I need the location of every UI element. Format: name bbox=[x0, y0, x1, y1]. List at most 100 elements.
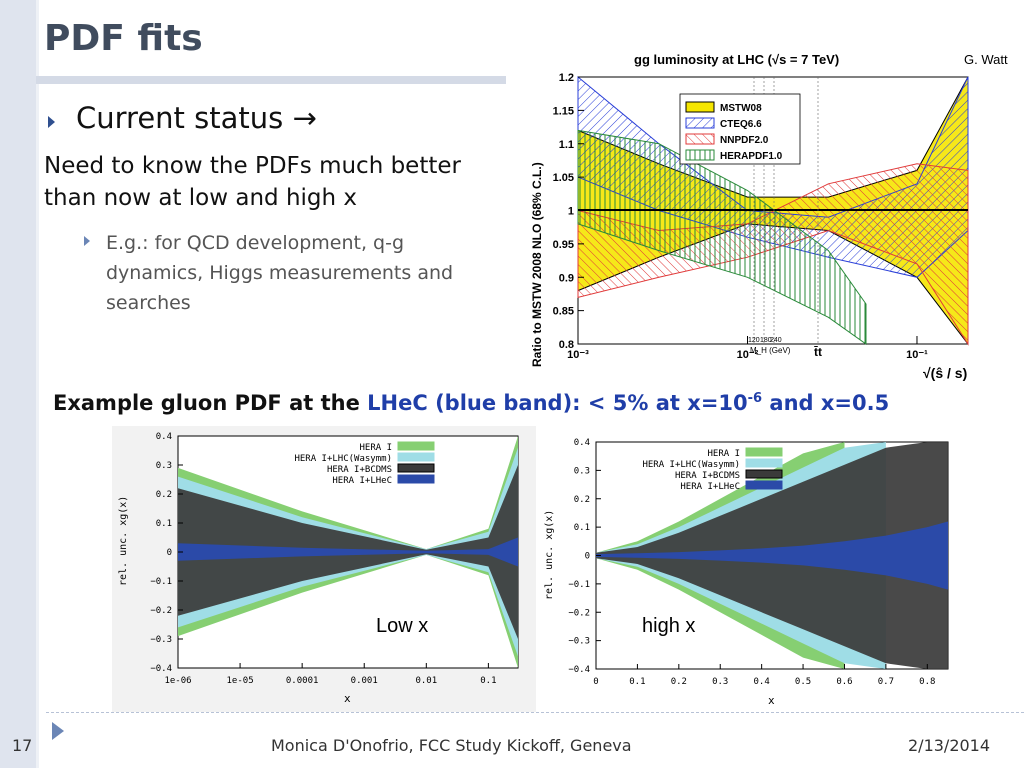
slide-title: PDF fits bbox=[44, 18, 203, 59]
y-tick-label: 1.15 bbox=[553, 105, 574, 117]
x-axis-label: x bbox=[768, 694, 775, 707]
legend-swatch-hera-i-lhec bbox=[397, 474, 435, 484]
legend-label-mstw08: MSTW08 bbox=[720, 103, 762, 114]
chart-title: gg luminosity at LHC (√s = 7 TeV) bbox=[634, 52, 839, 67]
band-herapdf1-0 bbox=[577, 129, 867, 345]
legend-label-hera-i-lhec: HERA I+LHeC bbox=[680, 482, 740, 492]
legend-label-herapdf1-0: HERAPDF1.0 bbox=[720, 151, 783, 162]
chart-author: G. Watt bbox=[964, 52, 1008, 67]
legend-label-nnpdf2-0: NNPDF2.0 bbox=[720, 135, 769, 146]
band-group bbox=[178, 436, 518, 668]
legend-swatch-nnpdf2-0 bbox=[685, 133, 715, 145]
band-group bbox=[596, 442, 948, 669]
y-tick-label: 1.2 bbox=[559, 72, 574, 84]
footer-triangle-icon bbox=[52, 722, 64, 740]
high-x-chart: 0.4 0.3 0.2 0.1 0 −0.1 −0.2 −0.3 −0.4 0 0.1 0.2 0.3… bbox=[544, 438, 949, 707]
y-tick-label: 0.3 bbox=[574, 466, 590, 476]
left-sidebar-edge bbox=[36, 0, 39, 768]
legend-label-hera-i-bcdms: HERA I+BCDMS bbox=[675, 471, 740, 481]
x-tick-label: 0.0001 bbox=[286, 676, 319, 686]
marker-mh: M_H (GeV) bbox=[750, 346, 791, 355]
x-tick-label: 0.1 bbox=[629, 677, 645, 687]
caption-part-2: LHeC (blue band): < 5% at x=10 bbox=[367, 391, 748, 415]
x-axis-label: √(ŝ / s) bbox=[923, 365, 967, 381]
x-tick-label: 0.001 bbox=[351, 676, 378, 686]
bullet-icon bbox=[48, 116, 55, 128]
x-tick-label: 0.3 bbox=[712, 677, 728, 687]
legend-swatch-hera-i-lhc-wasymm bbox=[397, 452, 435, 462]
legend-swatch-hera-i-bcdms bbox=[745, 469, 783, 479]
y-tick-label: −0.4 bbox=[150, 664, 172, 674]
legend-label-hera-i-lhc-wasymm: HERA I+LHC(Wasymm) bbox=[642, 460, 740, 470]
x-tick-label: 0.01 bbox=[415, 676, 437, 686]
x-tick-label: 0.1 bbox=[480, 676, 496, 686]
x-tick-label: 0.2 bbox=[671, 677, 687, 687]
legend-swatch-hera-i-bcdms bbox=[397, 463, 435, 473]
low-x-label: Low x bbox=[376, 615, 429, 637]
y-tick-label: 0.9 bbox=[559, 272, 574, 284]
legend-label-hera-i: HERA I bbox=[707, 449, 740, 459]
legend-swatch-cteq6-6 bbox=[685, 117, 715, 129]
body-paragraph: Need to know the PDFs much better than n… bbox=[44, 153, 461, 211]
legend: MSTW08 CTEQ6.6 NNPDF2.0 HERAPDF1.0 bbox=[679, 93, 801, 165]
x-tick-label: 1e-06 bbox=[164, 676, 191, 686]
marker-120: 120 bbox=[748, 337, 760, 344]
band-hera-i-lhec bbox=[596, 521, 948, 590]
figure-caption: Example gluon PDF at the LHeC (blue band… bbox=[53, 391, 889, 415]
x-tick-label: 10⁻¹ bbox=[906, 349, 928, 361]
title-underline-bar bbox=[36, 76, 506, 84]
y-tick-label: −0.1 bbox=[150, 577, 172, 587]
legend-label-hera-i-lhc-wasymm: HERA I+LHC(Wasymm) bbox=[294, 454, 392, 464]
y-tick-group: 0.8 0.85 0.9 0.95 1 1.05 1.1 1.15 1.2 bbox=[553, 72, 584, 351]
legend-label-hera-i-bcdms: HERA I+BCDMS bbox=[327, 465, 392, 475]
page-number: 17 bbox=[12, 736, 33, 755]
x-tick-label: 0.6 bbox=[836, 677, 852, 687]
y-tick-label: 0.2 bbox=[574, 495, 590, 505]
x-tick-group: 10⁻³ 10⁻² 10⁻¹ bbox=[567, 336, 928, 361]
x-tick-label: 0 bbox=[593, 677, 598, 687]
legend-label-cteq6-6: CTEQ6.6 bbox=[720, 119, 762, 130]
y-tick-label: −0.2 bbox=[150, 606, 172, 616]
high-x-label: high x bbox=[642, 615, 696, 637]
legend-swatch-herapdf1-0 bbox=[685, 149, 715, 161]
y-tick-label: 0.3 bbox=[156, 461, 172, 471]
y-tick-label: 0.1 bbox=[156, 519, 172, 529]
marker-240: 240 bbox=[770, 337, 782, 344]
marker-180: 180 bbox=[760, 337, 772, 344]
y-axis-label: Ratio to MSTW 2008 NLO (68% C.L.) bbox=[530, 162, 544, 367]
y-tick-group: 0.4 0.3 0.2 0.1 0 −0.1 −0.2 −0.3 −0.4 bbox=[568, 438, 601, 675]
y-tick-label: 1 bbox=[568, 206, 574, 218]
sub-bullet-text: E.g.: for QCD development, q-g dynamics,… bbox=[106, 232, 454, 314]
band-hera-i-lhec bbox=[178, 537, 518, 567]
y-tick-label: 0 bbox=[167, 548, 172, 558]
x-tick-label: 0.7 bbox=[878, 677, 894, 687]
bullet-current-status: Current status → bbox=[76, 101, 317, 135]
x-tick-group: 0 0.1 0.2 0.3 0.4 0.5 0.6 0.7 0.8 bbox=[593, 664, 935, 687]
footer-divider bbox=[46, 712, 1024, 713]
y-tick-label: 1.05 bbox=[553, 172, 574, 184]
y-tick-label: −0.4 bbox=[568, 665, 590, 675]
y-tick-group: 0.4 0.3 0.2 0.1 0 −0.1 −0.2 −0.3 −0.4 bbox=[150, 432, 183, 674]
caption-part-1: Example gluon PDF at the bbox=[53, 391, 368, 415]
x-tick-label: 0.5 bbox=[795, 677, 811, 687]
x-tick-label: 0.4 bbox=[754, 677, 770, 687]
y-tick-label: −0.3 bbox=[150, 635, 172, 645]
left-sidebar-band bbox=[0, 0, 36, 768]
sub-bullet-icon bbox=[84, 236, 90, 246]
y-tick-label: 0.85 bbox=[553, 306, 574, 318]
marker-tt: t̄t bbox=[814, 345, 822, 359]
y-tick-label: 0.4 bbox=[574, 438, 590, 448]
y-tick-label: 0.1 bbox=[574, 523, 590, 533]
y-tick-label: −0.3 bbox=[568, 637, 590, 647]
y-tick-label: −0.2 bbox=[568, 608, 590, 618]
legend-label-hera-i: HERA I bbox=[359, 443, 392, 453]
legend-swatch-hera-i bbox=[397, 441, 435, 451]
caption-superscript: -6 bbox=[747, 391, 763, 406]
x-tick-label: 10⁻³ bbox=[567, 349, 589, 361]
y-axis-label: rel. unc. xg(x) bbox=[544, 510, 555, 600]
legend-swatch-hera-i bbox=[745, 447, 783, 457]
legend-swatch-hera-i-lhc-wasymm bbox=[745, 458, 783, 468]
x-tick-label: 0.8 bbox=[919, 677, 935, 687]
